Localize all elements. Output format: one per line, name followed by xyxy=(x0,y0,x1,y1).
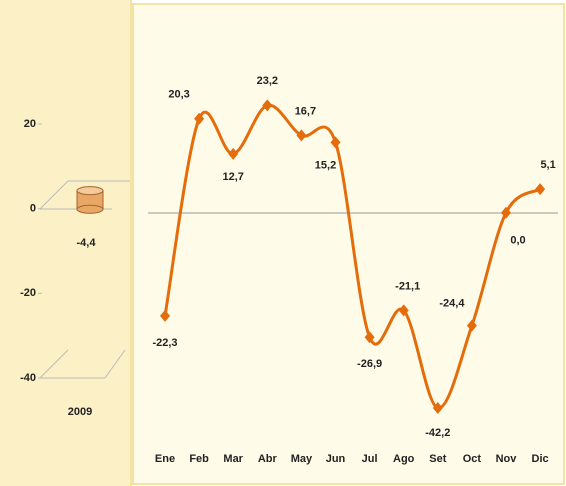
x-tick-label: Ago xyxy=(393,453,415,465)
x-tick-label: May xyxy=(291,453,313,465)
marker xyxy=(330,136,341,149)
marker xyxy=(194,112,205,125)
data-label: -24,4 xyxy=(439,298,465,310)
right-panel xyxy=(132,3,565,485)
marker xyxy=(228,147,239,160)
data-label: 20,3 xyxy=(168,89,189,101)
left-panel xyxy=(0,0,131,486)
marker xyxy=(466,319,477,332)
bar-part xyxy=(76,204,104,214)
data-label: 15,2 xyxy=(315,159,336,171)
data-label: -4,4 xyxy=(77,237,97,249)
marker xyxy=(501,206,511,219)
x-tick-label: Mar xyxy=(223,453,243,465)
data-label: 0,0 xyxy=(510,235,525,247)
data-label: -26,9 xyxy=(357,358,382,370)
x-tick-label: Feb xyxy=(189,453,209,465)
marker xyxy=(364,331,375,344)
marker xyxy=(262,99,273,112)
x-tick-label: Jul xyxy=(362,453,378,465)
data-label: 12,7 xyxy=(222,171,243,183)
y-tick-label: 0 xyxy=(30,203,36,215)
x-tick-label: Abr xyxy=(258,453,278,465)
x-tick-label: Dic xyxy=(532,453,549,465)
bar-part xyxy=(76,186,104,196)
marker xyxy=(432,402,443,415)
y-tick-label: -40 xyxy=(20,372,36,384)
y-tick-label: 20 xyxy=(24,118,36,130)
bar xyxy=(76,186,104,214)
data-label: -42,2 xyxy=(425,427,450,439)
data-label: 5,1 xyxy=(540,159,555,171)
data-label: -21,1 xyxy=(395,280,420,292)
x-tick-label: Set xyxy=(429,453,446,465)
x-tick-label: Oct xyxy=(463,453,482,465)
x-tick-label: 2009 xyxy=(68,406,92,418)
data-label: -22,3 xyxy=(152,337,177,349)
x-tick-label: Ene xyxy=(155,453,175,465)
x-tick-label: Nov xyxy=(496,453,518,465)
marker xyxy=(160,309,170,322)
data-label: 23,2 xyxy=(257,75,278,87)
y-tick-label: -20 xyxy=(20,287,36,299)
marker xyxy=(535,183,546,196)
marker xyxy=(296,129,307,142)
frame-3d xyxy=(39,180,130,379)
marker xyxy=(398,304,409,317)
data-label: 16,7 xyxy=(295,105,316,117)
x-tick-label: Jun xyxy=(326,453,346,465)
